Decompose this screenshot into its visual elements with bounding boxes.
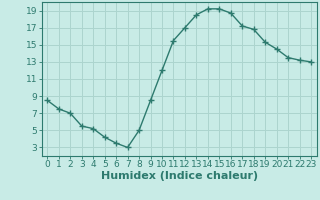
X-axis label: Humidex (Indice chaleur): Humidex (Indice chaleur) — [100, 171, 258, 181]
